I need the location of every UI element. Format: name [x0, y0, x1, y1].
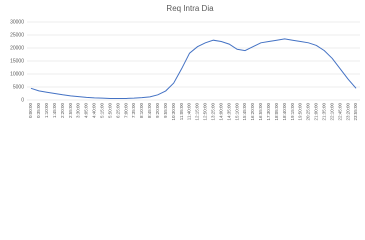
chart-title: Req Intra Dia: [166, 4, 214, 13]
data-line: [30, 38, 357, 99]
x-tick-label: 11:40:00: [187, 103, 192, 121]
x-tick-label: 1:45:00: [52, 103, 57, 119]
x-tick-label: 5:50:00: [107, 103, 112, 119]
x-tick-label: 21:00:00: [314, 103, 319, 121]
x-tick-label: 4:40:00: [92, 103, 97, 119]
x-tick-label: 15:45:00: [242, 103, 247, 121]
y-tick-label: 15000: [10, 58, 24, 64]
x-tick-label: 16:55:00: [258, 103, 263, 121]
x-tick-label: 20:25:00: [306, 103, 311, 121]
x-tick-label: 2:20:00: [60, 103, 65, 119]
x-tick-label: 15:10:00: [234, 103, 239, 121]
x-tick-label: 2:55:00: [68, 103, 73, 119]
y-tick-label: 10000: [10, 71, 24, 77]
x-tick-label: 9:20:00: [155, 103, 160, 119]
x-tick-label: 19:15:00: [290, 103, 295, 121]
x-tick-label: 7:35:00: [131, 103, 136, 119]
x-tick-label: 18:40:00: [282, 103, 287, 121]
x-tick-label: 21:35:00: [322, 103, 327, 121]
x-tick-label: 19:50:00: [298, 103, 303, 121]
x-tick-label: 12:15:00: [195, 103, 200, 121]
x-tick-label: 3:30:00: [76, 103, 81, 119]
y-tick-label: 0: [21, 97, 24, 103]
x-tick-label: 13:25:00: [211, 103, 216, 121]
x-tick-label: 4:05:00: [84, 103, 89, 119]
x-tick-label: 23:20:00: [345, 103, 350, 121]
x-tick-label: 8:10:00: [139, 103, 144, 119]
x-tick-label: 5:15:00: [100, 103, 105, 119]
x-tick-label: 8:45:00: [147, 103, 152, 119]
x-tick-label: 23:55:00: [353, 103, 358, 121]
y-tick-label: 20000: [10, 45, 24, 51]
y-tick-label: 5000: [13, 84, 24, 90]
x-tick-label: 9:55:00: [163, 103, 168, 119]
x-tick-label: 22:45:00: [337, 103, 342, 121]
x-tick-label: 0:00:00: [28, 103, 33, 119]
x-tick-label: 22:10:00: [329, 103, 334, 121]
x-tick-label: 6:25:00: [115, 103, 120, 119]
x-tick-label: 14:35:00: [226, 103, 231, 121]
x-tick-label: 17:30:00: [266, 103, 271, 121]
x-tick-label: 11:05:00: [179, 103, 184, 121]
x-tick-label: 7:00:00: [123, 103, 128, 119]
x-tick-label: 16:20:00: [250, 103, 255, 121]
x-tick-label: 14:00:00: [218, 103, 223, 121]
y-tick-label: 25000: [10, 32, 24, 38]
y-tick-label: 30000: [10, 19, 24, 25]
x-tick-label: 10:30:00: [171, 103, 176, 121]
x-tick-label: 1:10:00: [44, 103, 49, 119]
x-tick-label: 18:05:00: [274, 103, 279, 121]
x-tick-label: 0:35:00: [36, 103, 41, 119]
chart: Req Intra Dia 0 5000 10000 15000 20000 25000 3…: [10, 4, 360, 121]
x-tick-label: 12:50:00: [203, 103, 208, 121]
